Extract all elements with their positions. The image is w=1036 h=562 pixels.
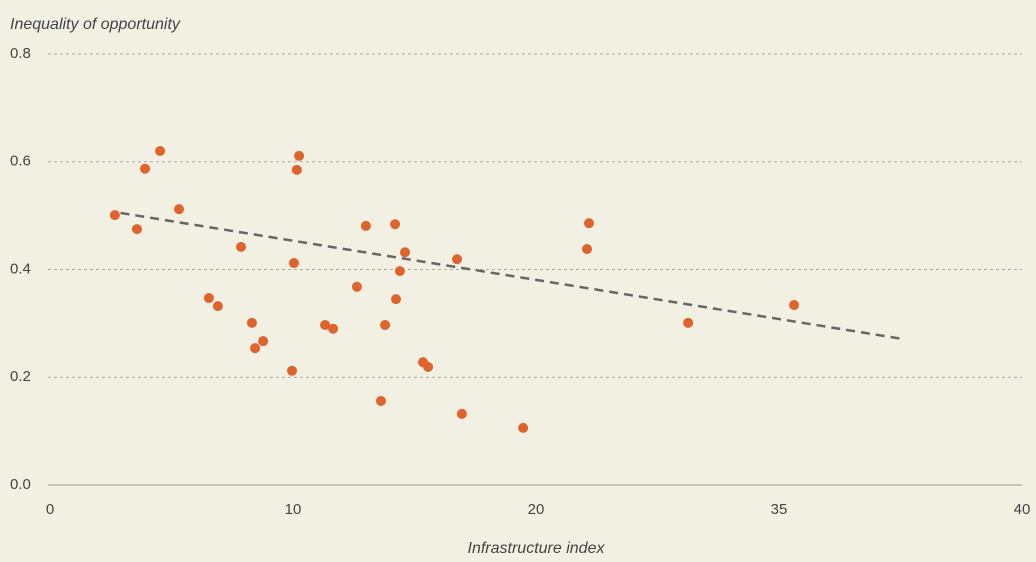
point (258, 336, 269, 347)
point (375, 395, 386, 406)
point (583, 218, 594, 229)
point (246, 317, 257, 328)
point (789, 300, 800, 311)
point (400, 247, 411, 258)
point (131, 224, 142, 235)
point (452, 254, 463, 265)
point (155, 145, 166, 156)
point (203, 293, 214, 304)
point (212, 301, 223, 312)
y-tick-label: 0.0 (10, 476, 31, 493)
point (351, 281, 362, 292)
point (294, 150, 305, 161)
x-tick-label: 10 (285, 501, 302, 518)
point (456, 408, 467, 419)
point (288, 258, 299, 269)
x-axis-title: Infrastructure index (468, 540, 606, 557)
point (394, 266, 405, 277)
y-tick-label: 0.2 (10, 368, 31, 385)
y-tick-label: 0.4 (10, 260, 31, 277)
x-tick-label: 40 (1014, 501, 1031, 518)
point (683, 317, 694, 328)
point (287, 365, 298, 376)
point (250, 343, 261, 354)
x-tick-label: 35 (771, 501, 788, 518)
point (235, 241, 246, 252)
point (328, 323, 339, 334)
trend-line (120, 211, 904, 341)
x-tick-label: 20 (528, 501, 545, 518)
point (391, 294, 402, 305)
point (320, 319, 331, 330)
point (380, 319, 391, 330)
y-tick-label: 0.6 (10, 153, 31, 170)
point (390, 219, 401, 230)
point (109, 210, 120, 221)
y-tick-label: 0.8 (10, 45, 31, 62)
point (582, 244, 593, 255)
point (360, 220, 371, 231)
point (174, 204, 185, 215)
point (423, 362, 434, 373)
x-tick-label: 0 (46, 501, 54, 518)
point (291, 164, 302, 175)
point (518, 422, 529, 433)
point (140, 163, 151, 174)
chart-title: Inequality of opportunity (10, 16, 181, 33)
